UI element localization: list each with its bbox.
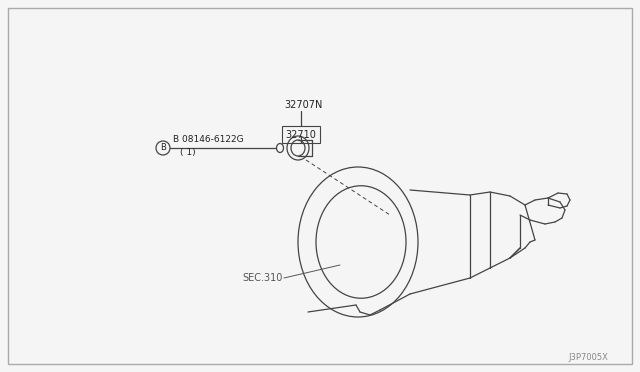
Text: 32710: 32710 [285,129,316,140]
Text: J3P7005X: J3P7005X [568,353,608,362]
Text: 32707N: 32707N [284,100,323,110]
Text: B: B [160,144,166,153]
Text: ( 1): ( 1) [180,148,196,157]
Text: B 08146-6122G: B 08146-6122G [173,135,244,144]
Bar [282,126,320,143]
Text: SEC.310: SEC.310 [242,273,282,283]
